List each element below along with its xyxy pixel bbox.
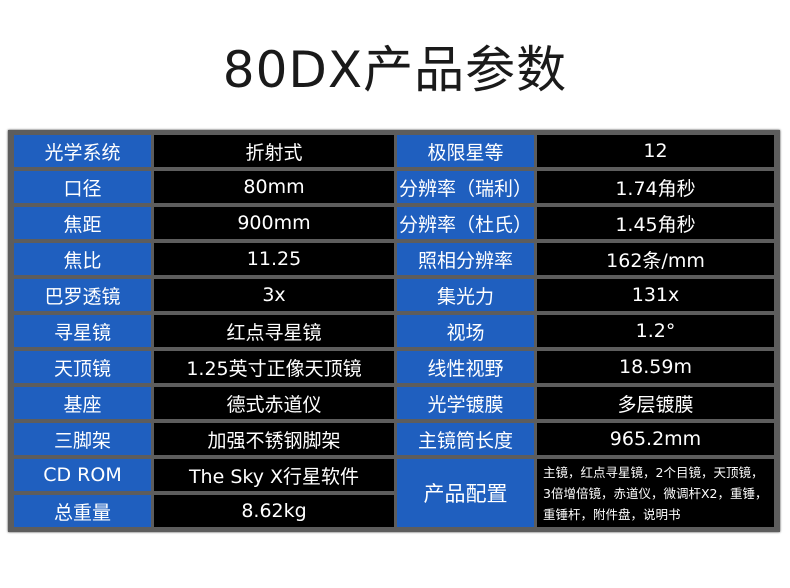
spec-label: 口径 (14, 171, 151, 203)
spec-label: CD ROM (14, 459, 151, 491)
spec-value: 1.2° (537, 315, 774, 347)
spec-table-right: 极限星等 12 分辨率（瑞利） 1.74角秒 分辨率（杜氏） 1.45角秒 照相… (397, 135, 774, 527)
spec-value: 加强不锈钢脚架 (154, 423, 394, 455)
spec-value: 折射式 (154, 135, 394, 167)
spec-value: 162条/mm (537, 243, 774, 275)
spec-label: 总重量 (14, 495, 151, 527)
spec-label: 光学镀膜 (397, 387, 534, 419)
spec-label: 巴罗透镜 (14, 279, 151, 311)
spec-table-left: 光学系统 折射式 口径 80mm 焦距 900mm 焦比 11.25 巴罗透镜 … (14, 135, 394, 527)
spec-value: 1.45角秒 (537, 207, 774, 239)
spec-label: 视场 (397, 315, 534, 347)
spec-value: 1.74角秒 (537, 171, 774, 203)
spec-value: 131x (537, 279, 774, 311)
spec-label: 照相分辨率 (397, 243, 534, 275)
spec-label: 主镜筒长度 (397, 423, 534, 455)
spec-value: 18.59m (537, 351, 774, 383)
spec-label: 基座 (14, 387, 151, 419)
spec-label: 焦距 (14, 207, 151, 239)
spec-value: 900mm (154, 207, 394, 239)
spec-label: 光学系统 (14, 135, 151, 167)
spec-value: 80mm (154, 171, 394, 203)
config-label: 产品配置 (397, 459, 534, 527)
spec-value: 3x (154, 279, 394, 311)
spec-label: 集光力 (397, 279, 534, 311)
spec-label: 线性视野 (397, 351, 534, 383)
spec-label: 分辨率（杜氏） (397, 207, 534, 239)
spec-value: 965.2mm (537, 423, 774, 455)
spec-value: 德式赤道仪 (154, 387, 394, 419)
config-value: 主镜，红点寻星镜，2个目镜，天顶镜，3倍增倍镜，赤道仪，微调杆X2，重锤，重锤杆… (537, 459, 774, 527)
spec-value: 红点寻星镜 (154, 315, 394, 347)
spec-value: 1.25英寸正像天顶镜 (154, 351, 394, 383)
page-title: 80DX产品参数 (222, 41, 568, 99)
spec-label: 三脚架 (14, 423, 151, 455)
spec-value: 11.25 (154, 243, 394, 275)
spec-value: 8.62kg (154, 495, 394, 527)
spec-value: 12 (537, 135, 774, 167)
spec-label: 天顶镜 (14, 351, 151, 383)
spec-label: 分辨率（瑞利） (397, 171, 534, 203)
spec-label: 寻星镜 (14, 315, 151, 347)
spec-value: The Sky X行星软件 (154, 459, 394, 491)
spec-value: 多层镀膜 (537, 387, 774, 419)
spec-label: 极限星等 (397, 135, 534, 167)
spec-label: 焦比 (14, 243, 151, 275)
